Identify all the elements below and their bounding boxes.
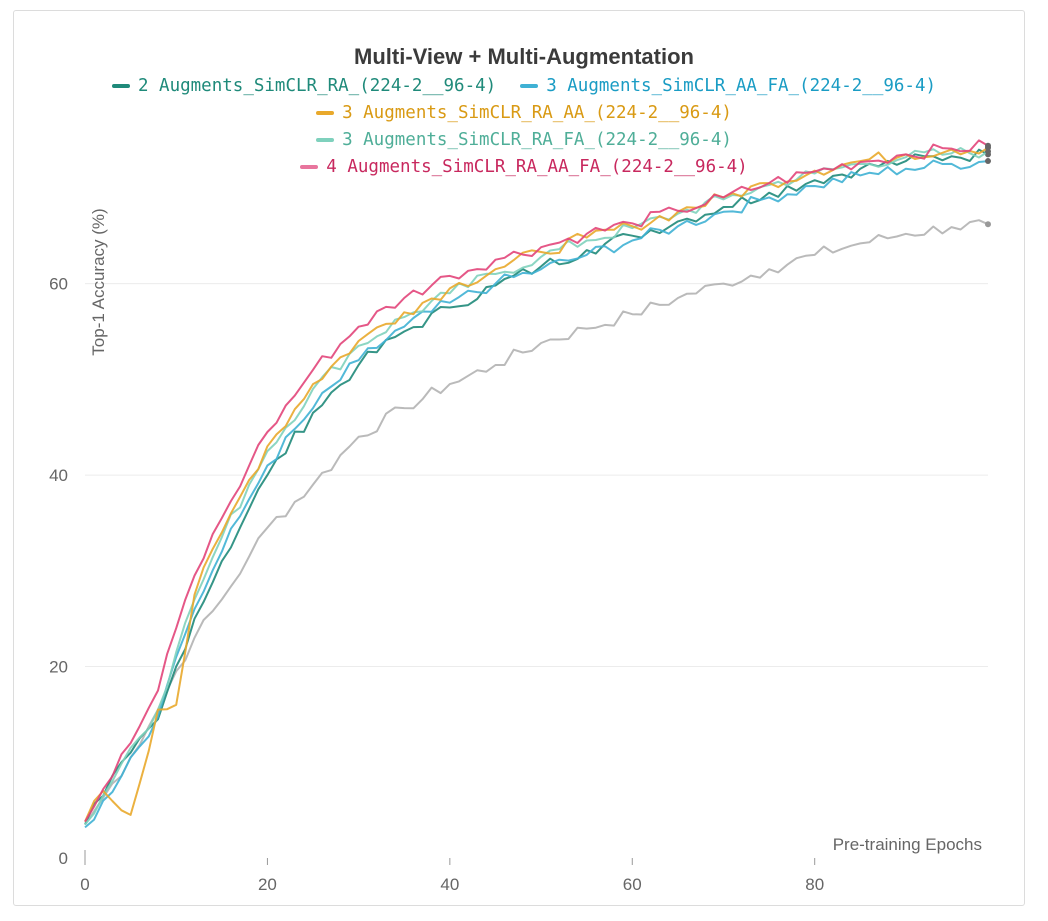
y-tick-label: 20 bbox=[49, 658, 68, 677]
x-axis-label: Pre-training Epochs bbox=[833, 835, 982, 854]
series-end-point bbox=[985, 142, 991, 149]
legend-swatch bbox=[316, 137, 335, 142]
series-end-point bbox=[985, 158, 991, 165]
legend-row: 2 Augments_SimCLR_RA_(224-2__96-4) 3 Aug… bbox=[0, 72, 1048, 99]
x-tick-label: 0 bbox=[80, 875, 89, 894]
legend-item[interactable]: 3 Augments_SimCLR_RA_FA_(224-2__96-4) bbox=[316, 130, 732, 150]
x-tick-label: 60 bbox=[623, 875, 642, 894]
y-axis-label: Top-1 Accuracy (%) bbox=[89, 208, 108, 355]
x-tick-label: 20 bbox=[258, 875, 277, 894]
series-line bbox=[84, 147, 989, 826]
legend-label: 4 Augments_SimCLR_RA_AA_FA_(224-2__96-4) bbox=[326, 156, 748, 177]
y-tick-label: 40 bbox=[49, 466, 68, 485]
y-tick-label: 0 bbox=[59, 849, 68, 868]
series-line bbox=[84, 219, 989, 826]
legend-item[interactable]: 3 Augments_SimCLR_RA_AA_(224-2__96-4) bbox=[316, 103, 732, 123]
chart-title: Multi-View + Multi-Augmentation bbox=[354, 44, 694, 69]
legend-row: 4 Augments_SimCLR_RA_AA_FA_(224-2__96-4) bbox=[0, 153, 1048, 180]
chart-panel bbox=[13, 10, 1025, 906]
legend-item[interactable]: 4 Augments_SimCLR_RA_AA_FA_(224-2__96-4) bbox=[300, 156, 748, 177]
chart-legend: 2 Augments_SimCLR_RA_(224-2__96-4) 3 Aug… bbox=[0, 72, 1048, 180]
legend-label: 3 Augments_SimCLR_RA_AA_(224-2__96-4) bbox=[342, 102, 732, 123]
legend-item[interactable]: 2 Augments_SimCLR_RA_(224-2__96-4) bbox=[111, 75, 497, 96]
legend-label: 2 Augments_SimCLR_RA_(224-2__96-4) bbox=[137, 75, 497, 96]
x-tick-label: 80 bbox=[805, 875, 824, 894]
series-line bbox=[84, 139, 989, 823]
grid-layer bbox=[85, 283, 988, 668]
series-layer bbox=[84, 139, 991, 829]
legend-item[interactable]: 3 Augments_SimCLR_AA_FA_(224-2__96-4) bbox=[520, 76, 936, 96]
legend-swatch bbox=[316, 110, 335, 115]
legend-swatch bbox=[300, 164, 319, 169]
x-tick-label: 40 bbox=[440, 875, 459, 894]
series-end-point bbox=[985, 221, 991, 228]
y-tick-label: 60 bbox=[49, 275, 68, 294]
legend-row: 3 Augments_SimCLR_RA_AA_(224-2__96-4) bbox=[0, 99, 1048, 126]
legend-label: 3 Augments_SimCLR_AA_FA_(224-2__96-4) bbox=[546, 75, 937, 96]
legend-row: 3 Augments_SimCLR_RA_FA_(224-2__96-4) bbox=[0, 126, 1048, 153]
series-line bbox=[84, 148, 989, 825]
series-line bbox=[84, 159, 989, 829]
series-line bbox=[84, 146, 989, 823]
legend-swatch bbox=[111, 83, 130, 88]
legend-swatch bbox=[520, 83, 539, 88]
legend-label: 3 Augments_SimCLR_RA_FA_(224-2__96-4) bbox=[342, 129, 732, 150]
axis-layer: 0 20 40 60 0 20 40 60 80 bbox=[49, 275, 824, 894]
